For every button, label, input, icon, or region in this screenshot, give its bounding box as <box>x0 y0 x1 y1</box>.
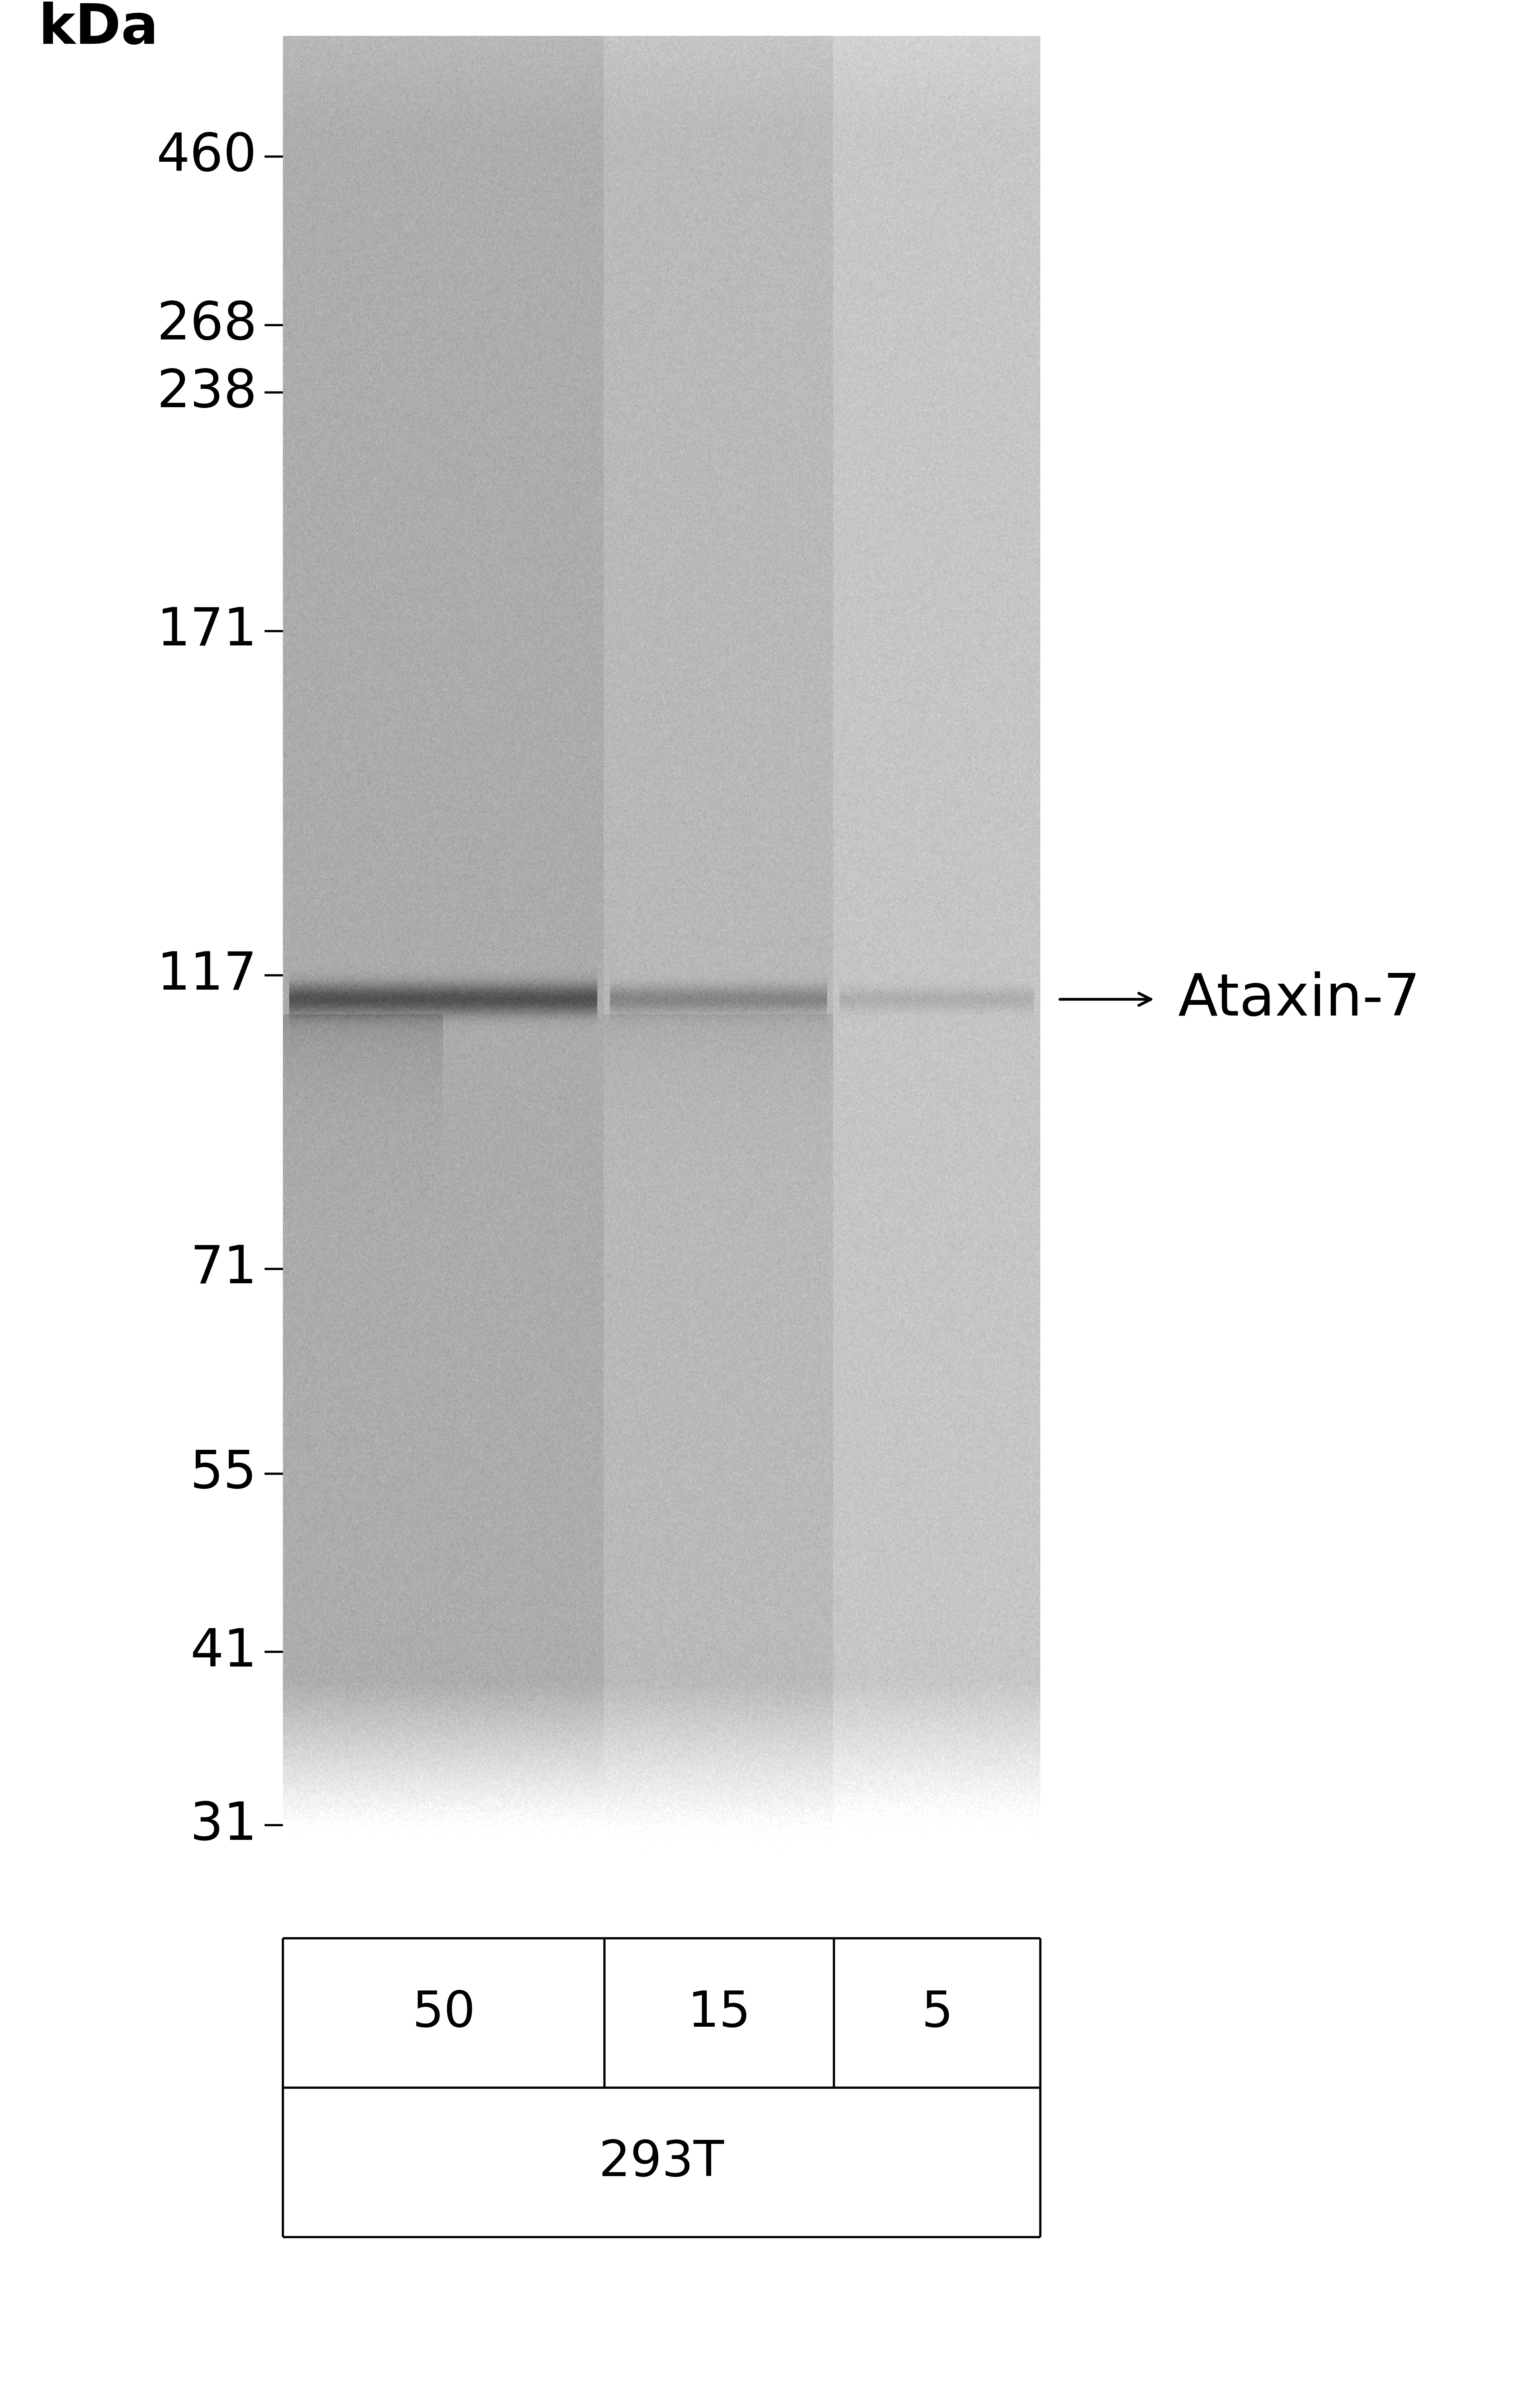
Text: kDa: kDa <box>38 2 158 55</box>
Text: 117: 117 <box>156 949 257 1002</box>
Text: 50: 50 <box>412 1989 476 2037</box>
Text: 55: 55 <box>190 1447 257 1500</box>
Text: 171: 171 <box>156 604 257 657</box>
Text: 31: 31 <box>190 1799 257 1852</box>
Text: 5: 5 <box>921 1989 953 2037</box>
Text: 71: 71 <box>190 1243 257 1296</box>
Text: 268: 268 <box>156 299 257 352</box>
Text: 460: 460 <box>156 130 257 183</box>
Text: 41: 41 <box>190 1625 257 1678</box>
Text: Ataxin-7: Ataxin-7 <box>1178 970 1420 1028</box>
Text: 15: 15 <box>687 1989 751 2037</box>
Text: 238: 238 <box>156 366 257 419</box>
Text: 293T: 293T <box>600 2138 724 2186</box>
